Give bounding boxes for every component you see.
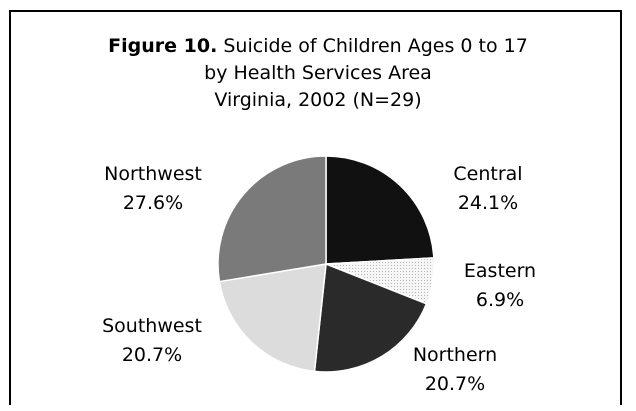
pie-slice-southwest xyxy=(219,264,326,371)
slice-label-central: Central xyxy=(453,163,522,185)
slice-value-eastern: 6.9% xyxy=(476,289,524,311)
slice-label-northwest: Northwest xyxy=(104,163,202,185)
slice-label-southwest: Southwest xyxy=(102,315,202,337)
slice-value-central: 24.1% xyxy=(458,192,518,214)
pie-slice-northwest xyxy=(218,156,326,282)
slice-value-northern: 20.7% xyxy=(425,373,485,395)
pie-slices xyxy=(218,156,434,372)
slice-label-northern: Northern xyxy=(413,344,497,366)
slice-label-eastern: Eastern xyxy=(464,260,536,282)
slice-value-northwest: 27.6% xyxy=(123,192,183,214)
slice-value-southwest: 20.7% xyxy=(122,344,182,366)
pie-slice-central xyxy=(326,156,434,264)
